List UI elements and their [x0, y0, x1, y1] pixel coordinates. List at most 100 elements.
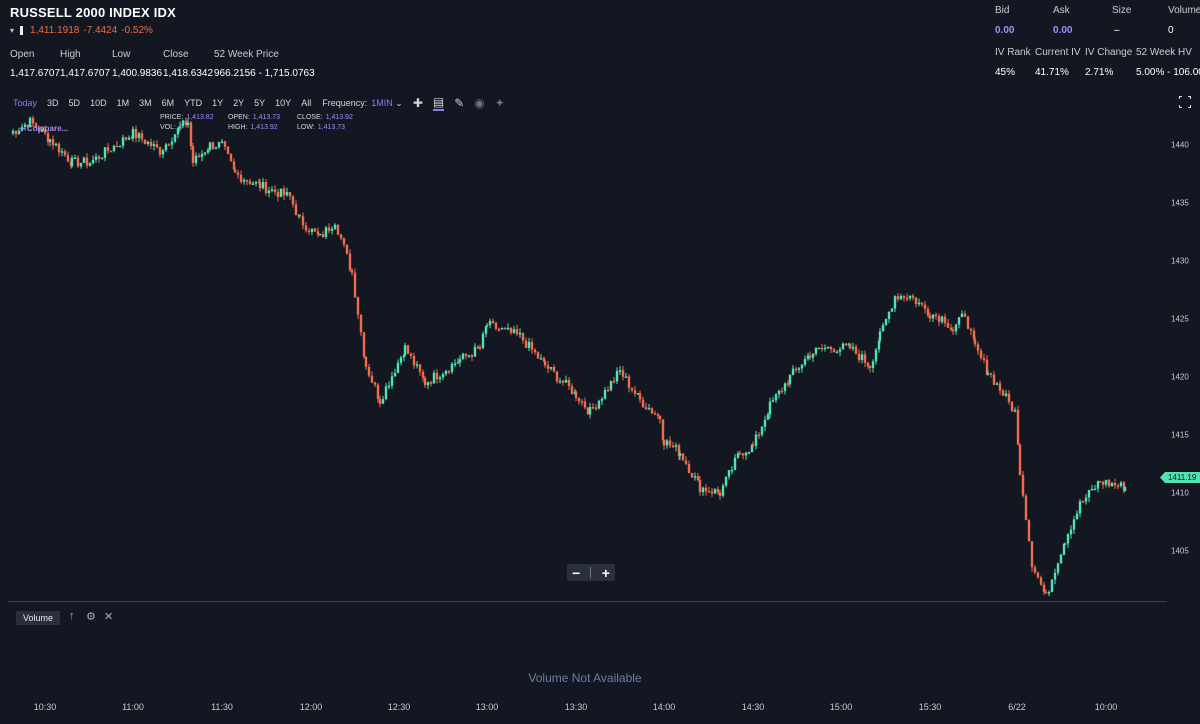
candle-up — [203, 152, 207, 155]
candle-up — [674, 445, 678, 447]
candle-up — [512, 329, 516, 333]
gear-icon[interactable]: ⚙ — [86, 611, 96, 623]
range-button-1m[interactable]: 1M — [116, 98, 130, 108]
frequency-selector[interactable]: Frequency: 1MIN ⌄ — [322, 97, 403, 108]
candle-up — [618, 370, 622, 372]
range-button-1y[interactable]: 1Y — [212, 98, 224, 108]
candle-up — [763, 419, 767, 427]
x-tick-label: 14:00 — [652, 702, 676, 712]
price-summary: ▾ 1,411.1918 -7.4424 -0.52% — [10, 25, 153, 36]
chevron-down-icon[interactable]: ▾ — [10, 26, 15, 35]
candle-down — [868, 366, 872, 369]
candle-down — [923, 304, 927, 309]
candle-up — [60, 151, 64, 153]
candle-down — [348, 253, 352, 271]
range-button-today[interactable]: Today — [13, 98, 38, 108]
candle-up — [170, 141, 174, 145]
candle-down — [1001, 390, 1005, 396]
candle-down — [583, 401, 587, 408]
range-button-10y[interactable]: 10Y — [275, 98, 292, 108]
compare-button[interactable]: + Compare... — [20, 124, 69, 133]
candle-up — [146, 141, 150, 144]
candle-down — [34, 123, 38, 128]
candle-up — [173, 134, 177, 142]
eye-icon[interactable]: ◉ — [474, 96, 485, 110]
zoom-out-button[interactable]: − — [572, 564, 581, 581]
candle-up — [877, 340, 881, 350]
candle-up — [788, 374, 792, 384]
candle-down — [914, 297, 918, 304]
chart-annotation-icon[interactable]: ▤ — [432, 95, 445, 111]
candle-up — [1047, 592, 1051, 594]
candle-up — [118, 145, 122, 148]
crosshair-settings-icon[interactable]: ✦ — [494, 96, 505, 110]
range-button-all[interactable]: All — [301, 98, 312, 108]
x-tick-label: 10:00 — [1094, 702, 1118, 712]
candle-up — [817, 347, 821, 350]
candle-down — [191, 146, 195, 164]
range-button-3m[interactable]: 3M — [139, 98, 152, 108]
candle-down — [509, 327, 513, 333]
candle-down — [661, 419, 665, 440]
candle-up — [814, 348, 818, 354]
pencil-icon[interactable]: ✎ — [454, 96, 465, 110]
candle-down — [612, 380, 616, 383]
candle-down — [751, 444, 755, 447]
candle-down — [690, 472, 694, 478]
candle-down — [574, 391, 578, 398]
candle-down — [1027, 520, 1031, 542]
candle-down — [671, 445, 675, 448]
candle-down — [794, 368, 798, 371]
stat-volume: Volume 0 — [1168, 5, 1200, 36]
candle-down — [503, 327, 507, 330]
candle-up — [220, 141, 224, 143]
candle-down — [591, 407, 595, 409]
stat-52-week-price: 52 Week Price 966.2156 - 1,715.0763 — [214, 49, 315, 79]
range-button-ytd[interactable]: YTD — [184, 98, 203, 108]
volume-tab[interactable]: Volume — [16, 611, 61, 625]
candle-down — [926, 308, 930, 316]
candle-up — [1056, 563, 1060, 573]
candle-up — [48, 139, 52, 142]
candle-up — [597, 400, 601, 409]
arrow-up-icon[interactable]: ↑ — [69, 610, 75, 622]
zoom-in-button[interactable]: + — [601, 564, 610, 581]
last-price-tag: 1411.19 — [1160, 472, 1200, 483]
range-button-3d[interactable]: 3D — [47, 98, 59, 108]
candle-up — [774, 394, 778, 401]
close-icon[interactable]: ✕ — [104, 611, 114, 623]
range-button-10d[interactable]: 10D — [90, 98, 107, 108]
candle-up — [701, 487, 705, 493]
candle-down — [989, 373, 993, 375]
candle-up — [797, 368, 801, 370]
candle-up — [444, 370, 448, 375]
range-button-5y[interactable]: 5Y — [254, 98, 266, 108]
candle-down — [644, 407, 648, 409]
candle-down — [561, 380, 565, 383]
fullscreen-icon[interactable] — [1178, 95, 1192, 109]
candle-down — [46, 133, 50, 142]
range-button-2y[interactable]: 2Y — [233, 98, 245, 108]
candle-up — [73, 157, 77, 159]
candle-down — [248, 181, 252, 184]
crosshair-icon[interactable]: ✚ — [412, 96, 423, 110]
candle-down — [304, 225, 308, 231]
candle-up — [485, 325, 489, 327]
candle-down — [470, 355, 474, 357]
candle-down — [905, 297, 909, 300]
price-chart[interactable] — [0, 112, 1200, 602]
candle-up — [881, 324, 885, 332]
candle-up — [103, 147, 107, 158]
x-tick-label: 15:30 — [918, 702, 942, 712]
candle-up — [1090, 488, 1094, 491]
candle-up — [1119, 482, 1123, 486]
candle-up — [121, 137, 125, 146]
candle-down — [621, 370, 625, 377]
candle-down — [1010, 401, 1014, 412]
candle-down — [282, 188, 286, 196]
range-button-5d[interactable]: 5D — [68, 98, 81, 108]
candle-up — [600, 398, 604, 401]
candle-up — [564, 379, 568, 383]
range-button-6m[interactable]: 6M — [161, 98, 175, 108]
candle-up — [603, 389, 607, 399]
